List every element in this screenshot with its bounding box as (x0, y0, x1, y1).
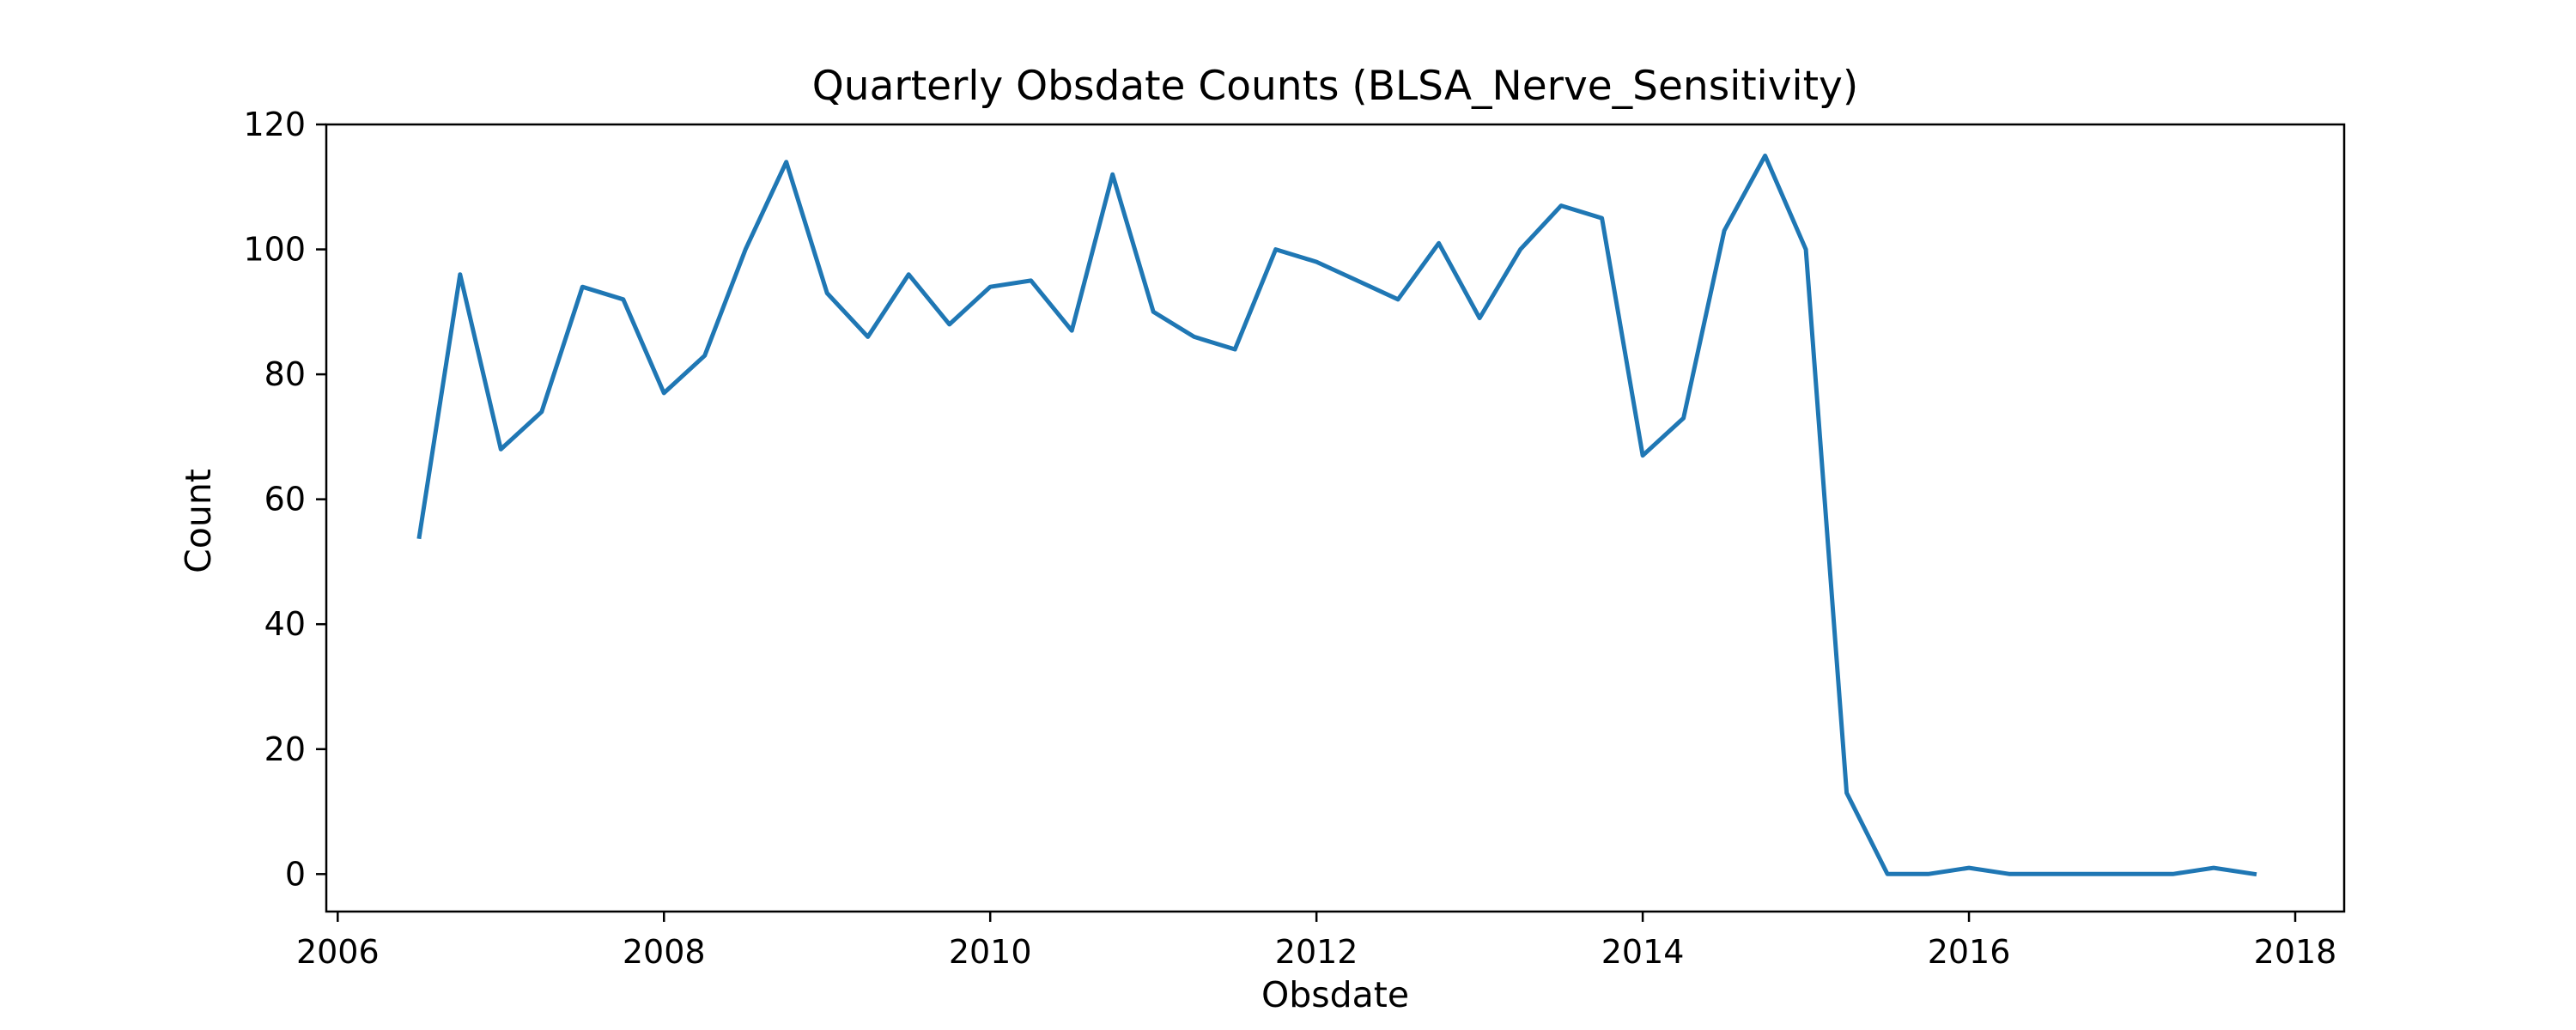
data-point-31 (1681, 416, 1686, 421)
x-tick-label-2018: 2018 (2254, 933, 2337, 971)
y-axis-label: Count (178, 469, 219, 573)
data-point-12 (907, 272, 911, 276)
x-tick-label-2008: 2008 (623, 933, 706, 971)
data-point-11 (866, 335, 870, 339)
x-tick-label-2012: 2012 (1275, 933, 1358, 971)
data-point-42 (2130, 872, 2135, 876)
x-tick-label-2010: 2010 (949, 933, 1032, 971)
data-point-44 (2212, 866, 2216, 870)
data-point-20 (1233, 348, 1237, 352)
data-point-27 (1518, 247, 1522, 251)
data-point-0 (417, 535, 422, 539)
data-point-36 (1886, 872, 1890, 876)
data-point-13 (947, 322, 951, 326)
data-point-29 (1600, 216, 1604, 221)
y-tick-label-80: 80 (264, 355, 306, 393)
data-point-37 (1926, 872, 1930, 876)
data-point-9 (784, 160, 788, 164)
data-point-25 (1437, 241, 1441, 245)
data-point-43 (2171, 872, 2175, 876)
data-point-40 (2049, 872, 2053, 876)
data-point-14 (988, 285, 993, 289)
y-tick-label-20: 20 (264, 730, 306, 768)
data-point-6 (662, 391, 666, 395)
data-point-24 (1396, 297, 1400, 301)
data-point-3 (539, 409, 544, 414)
data-point-15 (1029, 278, 1033, 282)
data-point-4 (580, 285, 585, 289)
data-point-18 (1151, 310, 1156, 314)
x-tick-label-2016: 2016 (1928, 933, 2011, 971)
data-point-21 (1273, 247, 1278, 251)
data-point-28 (1559, 203, 1564, 208)
data-point-32 (1722, 228, 1727, 233)
data-point-22 (1315, 260, 1319, 264)
data-point-16 (1070, 329, 1074, 333)
data-point-8 (744, 247, 748, 251)
y-tick-label-120: 120 (243, 106, 306, 143)
data-point-33 (1763, 154, 1767, 158)
y-tick-label-0: 0 (285, 855, 306, 893)
y-tick-label-40: 40 (264, 605, 306, 643)
data-point-1 (458, 272, 462, 276)
x-tick-label-2006: 2006 (296, 933, 380, 971)
data-point-2 (499, 447, 503, 451)
y-tick-label-100: 100 (243, 231, 306, 269)
data-point-19 (1192, 335, 1196, 339)
data-point-38 (1967, 866, 1971, 870)
x-axis-label: Obsdate (1261, 974, 1409, 1015)
data-point-7 (702, 354, 707, 358)
data-point-41 (2089, 872, 2093, 876)
data-point-34 (1804, 247, 1808, 251)
x-tick-label-2014: 2014 (1601, 933, 1685, 971)
y-tick-label-60: 60 (264, 481, 306, 518)
data-point-30 (1641, 453, 1645, 457)
data-point-35 (1844, 791, 1849, 795)
data-point-45 (2252, 872, 2257, 876)
data-point-17 (1110, 173, 1115, 177)
data-point-5 (621, 297, 625, 301)
data-point-10 (825, 291, 829, 295)
data-point-39 (2008, 872, 2012, 876)
chart-title: Quarterly Obsdate Counts (BLSA_Nerve_Sen… (812, 63, 1858, 110)
data-point-23 (1355, 278, 1359, 282)
data-point-26 (1478, 316, 1482, 320)
